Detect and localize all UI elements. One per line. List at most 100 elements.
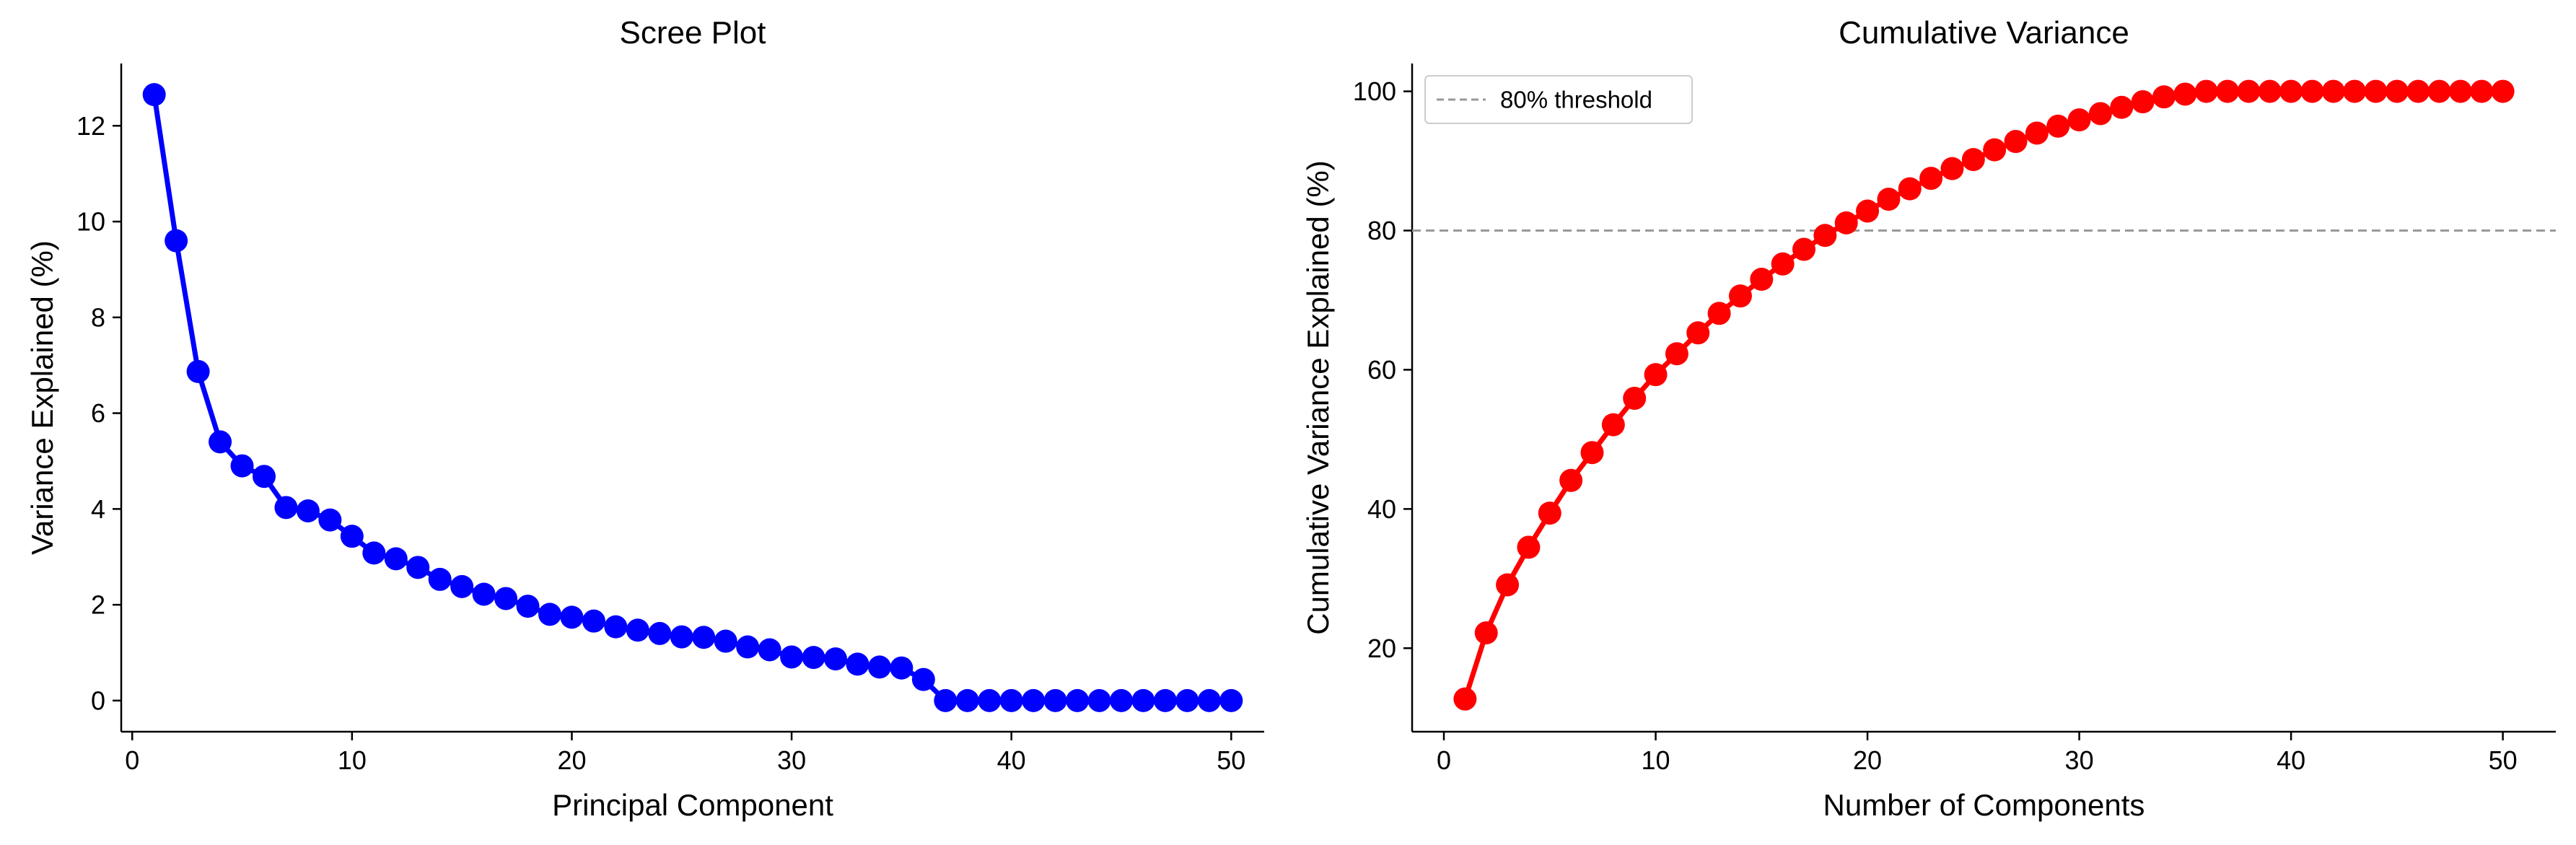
data-point <box>999 688 1023 712</box>
data-point <box>2321 79 2345 103</box>
data-point <box>1665 342 1688 366</box>
data-point <box>1750 268 1774 292</box>
x-tick-label: 10 <box>338 745 367 775</box>
data-point <box>604 615 628 639</box>
data-point <box>714 629 737 653</box>
data-point <box>1219 688 1243 712</box>
scree-plot-y-axis-label: Variance Explained (%) <box>25 240 59 555</box>
data-point <box>582 609 605 633</box>
data-point <box>1087 688 1111 712</box>
data-point <box>2088 102 2112 126</box>
data-point <box>2110 95 2134 119</box>
data-point <box>1580 441 1604 465</box>
data-point <box>1474 621 1498 645</box>
data-point <box>846 652 869 676</box>
x-tick-label: 20 <box>557 745 586 775</box>
data-point <box>1066 688 1090 712</box>
data-point <box>274 496 298 520</box>
data-point <box>978 688 1002 712</box>
data-point <box>2237 79 2261 103</box>
legend: 80% threshold <box>1424 75 1693 124</box>
data-point <box>186 359 210 383</box>
scree-plot-marks <box>142 83 1243 712</box>
data-point <box>2025 121 2049 145</box>
data-point <box>296 499 320 522</box>
data-point <box>2491 79 2515 103</box>
data-point <box>1728 284 1752 308</box>
data-point <box>1898 177 1922 201</box>
data-point <box>955 688 979 712</box>
y-tick-label: 100 <box>1353 76 1396 106</box>
legend-box <box>1424 75 1693 124</box>
data-point <box>1983 138 2007 162</box>
data-point <box>1538 502 1561 525</box>
data-point <box>2427 79 2451 103</box>
x-tick-label: 40 <box>997 745 1026 775</box>
data-point <box>2364 79 2388 103</box>
data-point <box>2470 79 2494 103</box>
y-tick-label: 6 <box>91 398 105 428</box>
cumulative-variance-axes <box>1411 64 2556 733</box>
y-tick-label: 2 <box>91 590 105 620</box>
data-point <box>362 541 386 565</box>
y-tick-label: 12 <box>76 111 105 141</box>
scree-plot-axes <box>120 64 1264 733</box>
data-point <box>1856 199 1880 223</box>
data-point <box>2152 85 2176 109</box>
data-point <box>1940 157 1964 180</box>
data-point <box>1813 224 1837 248</box>
data-point <box>1153 688 1177 712</box>
legend-label-threshold: 80% threshold <box>1500 87 1652 113</box>
data-point <box>2216 79 2240 103</box>
data-point <box>2258 79 2282 103</box>
data-point <box>1686 321 1710 345</box>
data-point <box>2448 79 2472 103</box>
data-point <box>1043 688 1067 712</box>
x-tick-label: 20 <box>1853 745 1882 775</box>
x-tick-label: 0 <box>125 745 139 775</box>
data-point <box>253 465 276 489</box>
data-point <box>142 83 166 107</box>
x-tick-label: 0 <box>1437 745 1451 775</box>
data-point <box>560 605 584 629</box>
data-point <box>494 587 518 610</box>
data-point <box>1517 535 1541 559</box>
data-point <box>230 454 254 478</box>
y-tick-label: 60 <box>1367 355 1396 385</box>
x-tick-label: 40 <box>2277 745 2305 775</box>
data-point <box>867 655 891 679</box>
data-point <box>2385 79 2409 103</box>
data-point <box>1707 302 1731 325</box>
data-point <box>2300 79 2324 103</box>
data-point <box>2067 108 2091 132</box>
scree-plot-panel: Scree Plot Principal Component Variance … <box>25 15 1264 822</box>
scree-plot-title: Scree Plot <box>620 15 766 51</box>
data-point <box>1022 688 1046 712</box>
data-point <box>2279 79 2303 103</box>
data-point <box>648 621 672 645</box>
data-point <box>1559 468 1583 492</box>
data-point <box>1644 363 1668 387</box>
data-point <box>209 430 232 454</box>
data-point <box>1834 211 1858 235</box>
y-tick-label: 8 <box>91 302 105 332</box>
data-point <box>1961 148 1985 172</box>
x-tick-label: 30 <box>777 745 806 775</box>
data-point <box>1771 252 1795 276</box>
data-point <box>1623 386 1647 410</box>
data-point <box>472 582 496 606</box>
y-tick-label: 40 <box>1367 494 1396 524</box>
data-point <box>890 656 914 680</box>
data-point <box>692 626 716 649</box>
y-tick-label: 4 <box>91 494 105 524</box>
data-point <box>2173 82 2197 106</box>
cumulative-variance-ticks: 0 10 20 30 40 50 20 40 60 80 100 <box>1353 76 2518 775</box>
y-tick-label: 10 <box>76 207 105 237</box>
data-point <box>450 574 474 598</box>
data-point <box>2131 90 2155 114</box>
y-tick-label: 20 <box>1367 634 1396 663</box>
cumulative-variance-panel: Cumulative Variance Number of Components… <box>1301 15 2556 822</box>
data-point <box>736 635 760 659</box>
data-point <box>758 638 781 662</box>
